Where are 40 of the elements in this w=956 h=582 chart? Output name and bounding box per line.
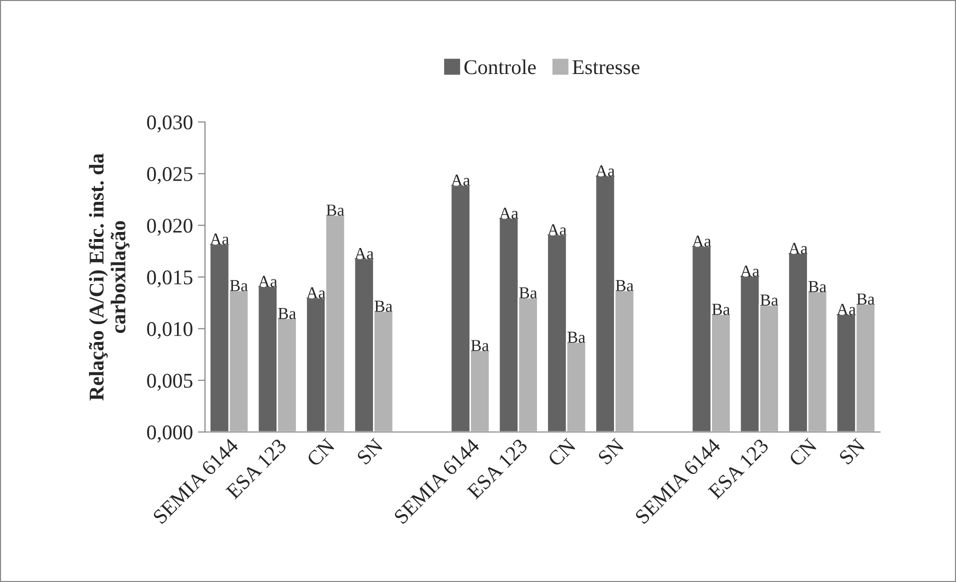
data-label: Ba <box>616 280 634 292</box>
data-label: Ba <box>519 287 538 298</box>
data-label: Aa <box>210 234 229 245</box>
data-label: Ba <box>567 332 586 343</box>
data-label: Aa <box>788 242 808 254</box>
y-tick-label: 0,005 <box>147 374 192 391</box>
data-label: Aa <box>692 236 712 247</box>
legend-label: Estresse <box>572 60 640 74</box>
x-tick-label: CN <box>306 438 336 468</box>
y-tick-label: 0,020 <box>147 218 192 236</box>
data-label: Aa <box>547 224 566 236</box>
y-tick-label: 0,010 <box>147 322 192 340</box>
data-label: Aa <box>306 287 326 298</box>
data-label: Ba <box>278 308 296 320</box>
x-tick-label: SN <box>356 438 384 466</box>
data-label: Aa <box>499 208 518 219</box>
data-label: Ba <box>326 204 344 216</box>
data-label: Ba <box>374 300 392 312</box>
x-tick-label: CN <box>788 438 818 468</box>
y-tick-label: 0,025 <box>147 167 192 184</box>
legend-label: Controle <box>464 60 536 74</box>
data-label: Aa <box>596 165 615 177</box>
x-tick-label: CN <box>547 438 577 468</box>
y-axis-title: Relação (A/Ci) Efic. inst. da carboxilação <box>88 153 130 400</box>
data-label: Ba <box>230 280 248 292</box>
data-label: Aa <box>450 174 470 186</box>
data-label: Aa <box>836 304 856 315</box>
data-label: Ba <box>856 294 875 305</box>
x-tick-label: SN <box>597 438 625 466</box>
y-tick-label: 0,015 <box>147 270 192 288</box>
data-label: Ba <box>471 340 489 352</box>
data-label: Aa <box>740 266 760 277</box>
y-tick-label: 0,030 <box>147 115 192 132</box>
data-label: Ba <box>808 281 826 292</box>
data-label: Ba <box>712 304 730 315</box>
data-label: Aa <box>258 276 278 288</box>
data-label: Aa <box>354 248 374 260</box>
x-tick-label: SN <box>838 438 866 466</box>
y-tick-label: 0,000 <box>147 425 192 442</box>
data-label: Ba <box>760 294 778 306</box>
